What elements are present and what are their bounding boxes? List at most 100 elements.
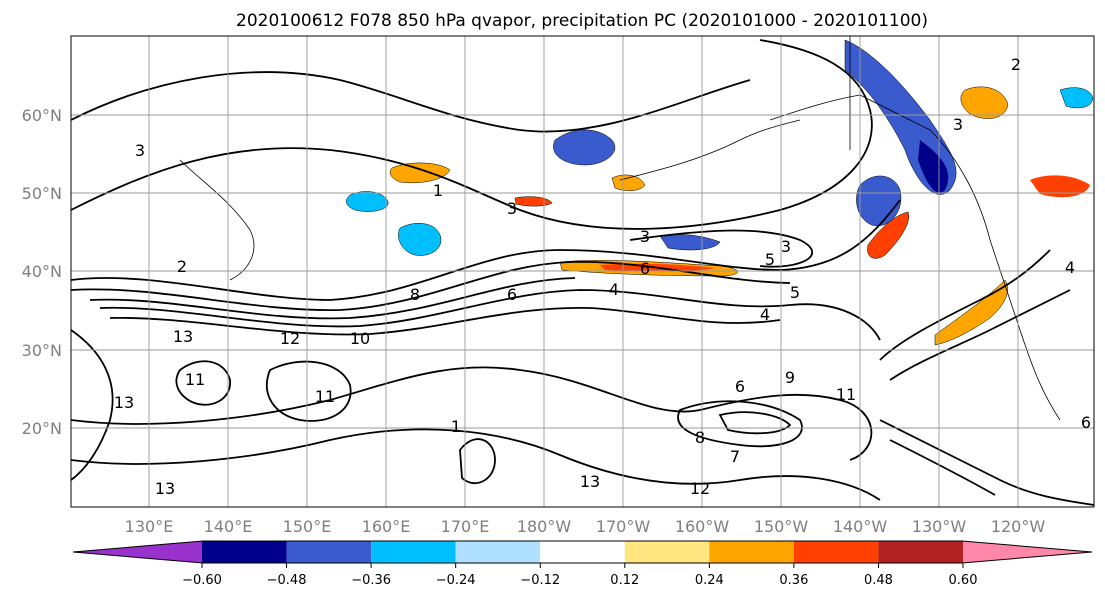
contour-label: 1	[451, 417, 461, 436]
contour-label: 2	[1011, 55, 1021, 74]
qvapor-contours	[70, 39, 1095, 506]
colorbar-segment	[540, 541, 625, 563]
colorbar-tick-label: −0.48	[267, 573, 307, 588]
colorbar: −0.60 −0.48 −0.36 −0.24 −0.12 0.12 0.24 0.36 0.4…	[72, 540, 1093, 588]
coastline-north-america	[929, 129, 1061, 421]
contour-east-1	[879, 249, 1051, 361]
contour-south-3	[677, 400, 803, 448]
negative-patch-bering	[553, 129, 616, 166]
lon-tick-label: 150°W	[754, 517, 809, 536]
contour-label: 3	[781, 237, 791, 256]
negative-patch-kamchatka	[346, 191, 389, 212]
contour-label: 13	[580, 472, 600, 491]
contour-jet-2	[70, 261, 791, 311]
contour-label: 11	[185, 370, 205, 389]
contour-south-1	[70, 366, 873, 461]
contour-label: 12	[690, 479, 710, 498]
coastline-asia	[179, 159, 255, 281]
colorbar-tick-label: −0.60	[182, 573, 222, 588]
contour-label: 3	[953, 115, 963, 134]
contour-label: 6	[507, 285, 517, 304]
colorbar-tick-label: 0.36	[779, 573, 808, 588]
contour-mid-2	[459, 438, 496, 484]
positive-patch-north-east	[960, 86, 1009, 119]
lon-tick-label: 160°E	[362, 517, 411, 536]
positive-patch-small-2	[514, 196, 553, 207]
lon-tick-label: 160°W	[675, 517, 730, 536]
contour-label: 11	[836, 385, 856, 404]
contour-label: 8	[410, 285, 420, 304]
longitude-axis: 130°E 140°E 150°E 160°E 170°E 180°W 170°W 160°W…	[125, 517, 1046, 536]
contour-label: 13	[155, 479, 175, 498]
contour-label: 12	[280, 329, 300, 348]
latitude-axis: 60°N 50°N 40°N 30°N 20°N	[22, 106, 62, 438]
contour-label: 9	[785, 368, 795, 387]
map-frame	[70, 35, 1095, 508]
lon-tick-label: 130°W	[912, 517, 967, 536]
contour-label: 6	[640, 259, 650, 278]
contour-label: 6	[735, 377, 745, 396]
positive-patch-small-1	[611, 174, 646, 191]
lon-tick-label: 180°W	[517, 517, 572, 536]
contour-label: 10	[350, 329, 370, 348]
colorbar-segment	[73, 541, 203, 563]
contour-label: 6	[1081, 413, 1091, 432]
lat-tick-label: 50°N	[22, 184, 62, 203]
contour-label: 13	[114, 393, 134, 412]
colorbar-segment	[709, 541, 794, 563]
lon-tick-label: 130°E	[125, 517, 174, 536]
graticule	[71, 36, 1094, 507]
contour-east-2	[889, 289, 1071, 381]
coastline-aleutians	[619, 119, 801, 181]
contour-east-4	[889, 439, 996, 496]
lat-tick-label: 40°N	[22, 262, 62, 281]
colorbar-tick-label: 0.12	[610, 573, 639, 588]
contour-label: 4	[760, 305, 770, 324]
contour-jet-3	[89, 277, 576, 320]
lon-tick-label: 170°W	[596, 517, 651, 536]
contour-north-3	[629, 229, 814, 268]
colorbar-segment	[455, 541, 541, 563]
colorbar-tick-label: 0.60	[949, 573, 978, 588]
colorbar-tick-label: −0.12	[520, 573, 560, 588]
lat-tick-label: 20°N	[22, 419, 62, 438]
contour-label: 5	[765, 250, 775, 269]
contour-sw-1	[70, 329, 114, 481]
contour-label: 4	[609, 280, 619, 299]
positive-patch-coast	[934, 279, 1008, 346]
contour-label: 1	[433, 181, 443, 200]
colorbar-segment	[793, 541, 879, 563]
contour-label: 4	[1065, 258, 1075, 277]
contour-label: 3	[507, 199, 517, 218]
contour-east-3	[879, 419, 1095, 506]
contour-label: 7	[730, 447, 740, 466]
contour-label: 5	[790, 283, 800, 302]
lon-tick-label: 140°E	[204, 517, 253, 536]
lon-tick-label: 140°W	[833, 517, 888, 536]
contour-mid-1	[265, 360, 352, 422]
colorbar-segment	[962, 541, 1092, 563]
contour-label: 13	[173, 327, 193, 346]
contour-jet-1	[70, 199, 901, 301]
contour-label: 8	[695, 428, 705, 447]
lat-tick-label: 30°N	[22, 341, 62, 360]
colorbar-tick-label: −0.24	[436, 573, 476, 588]
lon-tick-label: 170°E	[441, 517, 490, 536]
contour-label: 3	[135, 141, 145, 160]
positive-patch-west	[389, 162, 451, 184]
colorbar-segment	[286, 541, 372, 563]
map-title: 2020100612 F078 850 hPa qvapor, precipit…	[236, 11, 928, 31]
contour-label: 11	[315, 387, 335, 406]
contour-jet-5	[109, 307, 781, 336]
contour-label: 3	[640, 227, 650, 246]
colorbar-tick-label: 0.24	[695, 573, 724, 588]
contour-north-2	[70, 71, 751, 133]
lat-tick-label: 60°N	[22, 106, 62, 125]
colorbar-segment	[878, 541, 963, 563]
contour-north-1	[70, 39, 873, 230]
colorbar-segment	[202, 541, 287, 563]
colorbar-tick-label: −0.36	[351, 573, 391, 588]
